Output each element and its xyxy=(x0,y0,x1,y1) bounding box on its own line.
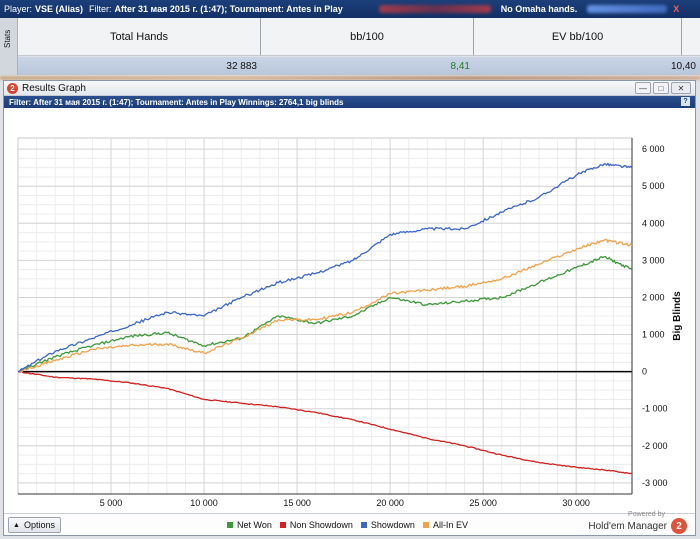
window-title: Results Graph xyxy=(22,82,86,94)
legend-item-all-in-ev[interactable]: All-In EV xyxy=(422,520,468,530)
window-controls: — □ ✕ xyxy=(635,82,691,94)
results-chart: 5 000 10 000 15 000 20 000 25 000 30 000 6 000… xyxy=(17,137,683,508)
brand: Hold'em Manager 2 xyxy=(588,518,687,534)
x-tick-label: 30 000 xyxy=(562,498,590,508)
redacted-link[interactable] xyxy=(587,5,668,13)
legend-item-net-won[interactable]: Net Won xyxy=(227,520,272,530)
stats-tab[interactable]: Stats xyxy=(0,18,18,75)
y-tick-label: 6 000 xyxy=(642,144,665,154)
hm2-logo-icon: 2 xyxy=(671,518,687,534)
top-status-bar: Player: VSE (Alias) Filter: After 31 мая… xyxy=(0,0,700,18)
legend-swatch xyxy=(227,522,233,528)
col-header-ev-bb100[interactable]: EV bb/100 xyxy=(474,18,682,55)
y-tick-label: 5 000 xyxy=(642,181,665,191)
y-tick-label: -3 000 xyxy=(642,478,668,488)
y-tick-label: 3 000 xyxy=(642,255,665,265)
x-tick-label: 10 000 xyxy=(190,498,218,508)
omaha-notice: No Omaha hands. xyxy=(500,4,578,14)
help-icon[interactable]: ? xyxy=(681,97,690,106)
graph-filter-bar: Filter: After 31 мая 2015 г. (1:47); Tou… xyxy=(4,96,695,108)
maximize-button[interactable]: □ xyxy=(653,82,669,94)
minimize-button[interactable]: — xyxy=(635,82,651,94)
window-titlebar[interactable]: 2 Results Graph — □ ✕ xyxy=(4,81,695,96)
series-line-non-showdown xyxy=(17,370,633,475)
legend-label: Showdown xyxy=(370,520,415,530)
powered-by: Powered by Hold'em Manager 2 xyxy=(588,511,687,534)
player-value[interactable]: VSE (Alias) xyxy=(35,4,84,14)
value-bb100: 8,41 xyxy=(450,60,470,72)
results-graph-window: 2 Results Graph — □ ✕ Filter: After 31 м… xyxy=(3,80,696,536)
stats-tab-label: Stats xyxy=(3,29,12,48)
value-total-hands: 32 883 xyxy=(226,60,257,72)
y-tick-label: 4 000 xyxy=(642,218,665,228)
y-tick-label: 1 000 xyxy=(642,330,665,340)
series-line-net-won xyxy=(17,255,633,373)
legend-swatch xyxy=(422,522,429,528)
graph-filter-text: Filter: After 31 мая 2015 г. (1:47); Tou… xyxy=(9,97,344,107)
col-header-total-hands[interactable]: Total Hands xyxy=(18,18,261,55)
powered-by-text: Powered by xyxy=(628,511,665,518)
brand-name: Hold'em Manager xyxy=(588,520,667,532)
redacted-strip xyxy=(0,76,700,80)
legend-item-non-showdown[interactable]: Non Showdown xyxy=(279,520,353,530)
legend-swatch xyxy=(360,522,367,528)
stats-header-row: Total Hands bb/100 EV bb/100 xyxy=(18,18,700,56)
hm2-badge-icon: 2 xyxy=(7,82,18,94)
series-line-all-in-ev xyxy=(17,238,633,373)
filter-value[interactable]: After 31 мая 2015 г. (1:47); Tournament:… xyxy=(114,4,343,14)
bottom-bar: ▲ Options Net Won Non Showdown Showdown … xyxy=(4,511,695,535)
y-tick-label: 0 xyxy=(642,367,647,377)
y-tick-label: -2 000 xyxy=(642,441,668,451)
stats-value-row[interactable]: 32 883 8,41 10,40 xyxy=(18,57,700,75)
y-axis-title: Big Blinds xyxy=(672,291,683,341)
redacted-warning xyxy=(378,5,491,13)
y-tick-label: 2 000 xyxy=(642,292,665,302)
value-ev-bb100: 10,40 xyxy=(670,60,696,72)
x-tick-label: 25 000 xyxy=(469,498,497,508)
legend-label: Net Won xyxy=(237,520,272,530)
options-button[interactable]: ▲ Options xyxy=(8,517,61,533)
legend-label: Non Showdown xyxy=(289,520,353,530)
legend-swatch xyxy=(279,522,286,528)
col-header-bb100[interactable]: bb/100 xyxy=(261,18,474,55)
legend-item-showdown[interactable]: Showdown xyxy=(360,520,415,530)
options-label: Options xyxy=(23,520,55,530)
close-button[interactable]: ✕ xyxy=(671,82,691,94)
x-tick-label: 15 000 xyxy=(283,498,311,508)
chart-legend: Net Won Non Showdown Showdown All-In EV xyxy=(227,520,476,530)
filter-label: Filter: xyxy=(89,4,112,14)
y-tick-label: -1 000 xyxy=(642,404,668,414)
series-line-showdown xyxy=(17,162,633,373)
legend-label: All-In EV xyxy=(432,520,468,530)
caret-up-icon: ▲ xyxy=(13,521,20,529)
close-notice-icon[interactable]: X xyxy=(673,4,680,14)
x-tick-label: 5 000 xyxy=(100,498,123,508)
x-tick-label: 20 000 xyxy=(376,498,404,508)
player-label: Player: xyxy=(4,4,33,14)
